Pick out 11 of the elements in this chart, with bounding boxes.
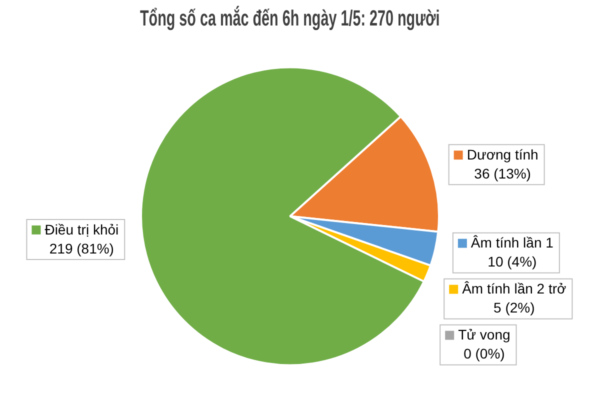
chart-title: Tổng số ca mắc đến 6h ngày 1/5: 270 người [140,5,440,30]
legend-label: Tử vong [458,326,510,343]
legend-label: Dương tính [466,146,538,162]
data-label: 5 (2%) [494,300,535,316]
data-label: 10 (4%) [488,254,537,270]
data-label: 219 (81%) [49,240,114,256]
data-label: 36 (13%) [474,165,531,182]
legend-label: Điều trị khỏi [44,221,119,238]
legend-label: Âm tính lần 1 [470,234,554,251]
text: 0 (0%) [464,346,505,362]
legend-label: Âm tính lần 2 trở [462,280,566,297]
